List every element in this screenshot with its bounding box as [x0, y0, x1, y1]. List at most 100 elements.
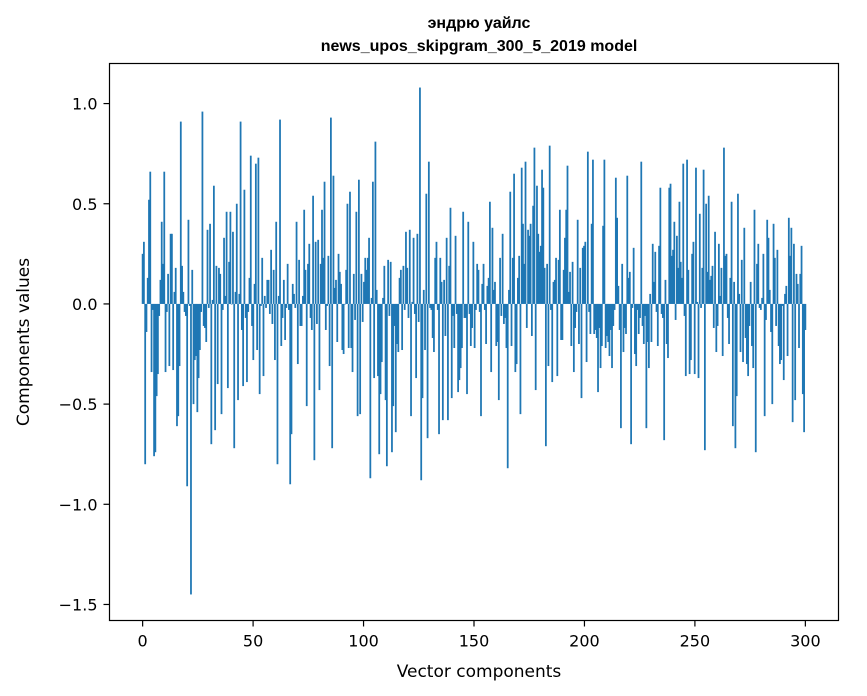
bar: [380, 303, 383, 363]
bar: [562, 269, 565, 304]
bar: [146, 277, 149, 304]
bar: [312, 195, 314, 304]
bar: [309, 303, 312, 318]
bar: [441, 303, 444, 421]
bar: [735, 303, 738, 397]
bar: [793, 243, 795, 304]
bar: [758, 303, 761, 308]
x-tick-label: 50: [243, 632, 263, 651]
bar: [187, 219, 190, 304]
bar: [519, 303, 522, 415]
bar: [480, 303, 482, 417]
bar: [729, 277, 732, 304]
bar: [468, 303, 471, 314]
bar: [282, 279, 285, 304]
bar: [567, 291, 570, 304]
bar: [438, 303, 440, 435]
bar: [238, 293, 241, 304]
bar: [597, 303, 599, 393]
bar: [700, 303, 702, 308]
bar: [635, 303, 638, 367]
bar: [747, 303, 750, 377]
bar: [188, 303, 191, 306]
bar: [737, 193, 739, 304]
bar: [707, 195, 710, 304]
bar: [773, 257, 776, 304]
bar: [277, 295, 280, 304]
bar: [644, 303, 646, 316]
bar: [520, 167, 523, 304]
bar: [150, 303, 153, 373]
bar: [417, 303, 420, 322]
bar: [276, 303, 279, 465]
bar: [714, 231, 716, 304]
bar: [527, 229, 529, 304]
bar: [294, 303, 297, 308]
bar: [772, 223, 775, 304]
bar: [218, 267, 220, 304]
bar: [749, 281, 752, 304]
bar: [449, 207, 452, 304]
bar: [425, 193, 428, 304]
bar: [268, 303, 271, 314]
bar: [254, 163, 257, 304]
bar: [455, 303, 458, 314]
bar: [420, 303, 423, 481]
bar: [762, 253, 765, 304]
bar: [768, 289, 771, 304]
bar: [598, 303, 601, 328]
bar: [477, 269, 480, 304]
bar: [336, 303, 339, 342]
bar: [571, 261, 574, 304]
bar: [636, 303, 639, 310]
x-tick-label: 300: [790, 632, 821, 651]
bar: [579, 267, 582, 304]
bar: [733, 281, 736, 304]
bar: [200, 303, 203, 312]
bar: [373, 303, 376, 379]
bar: [529, 223, 532, 304]
bar: [670, 255, 673, 304]
bar: [226, 303, 229, 389]
bar: [469, 303, 472, 347]
bar: [445, 237, 448, 304]
bar: [558, 209, 561, 304]
bar: [613, 303, 616, 310]
bar: [686, 159, 688, 304]
bar: [660, 303, 663, 314]
bar: [458, 303, 461, 381]
bar: [649, 293, 652, 304]
bar: [532, 205, 535, 304]
bar: [683, 303, 686, 316]
bar: [143, 241, 145, 304]
bar: [508, 289, 510, 304]
bar: [211, 299, 214, 304]
bar: [592, 159, 594, 304]
bar: [572, 303, 575, 373]
bar: [433, 303, 435, 353]
bar: [266, 279, 269, 304]
bar: [463, 303, 466, 318]
bar: [684, 303, 687, 377]
bar: [366, 257, 369, 304]
bar: [389, 261, 392, 304]
bar: [663, 303, 666, 441]
bar: [153, 303, 155, 457]
bar: [720, 267, 723, 304]
bar: [457, 303, 459, 393]
bar: [637, 303, 640, 334]
bar: [627, 277, 630, 304]
bar: [206, 229, 209, 304]
bar: [696, 301, 699, 304]
bar: [183, 303, 186, 312]
bar: [485, 303, 487, 344]
bar: [358, 179, 360, 304]
bar: [537, 233, 540, 304]
bar: [471, 303, 473, 328]
bar: [293, 293, 295, 304]
bar: [447, 303, 449, 421]
bar: [621, 263, 624, 304]
bar: [291, 283, 294, 304]
bar: [533, 147, 536, 304]
